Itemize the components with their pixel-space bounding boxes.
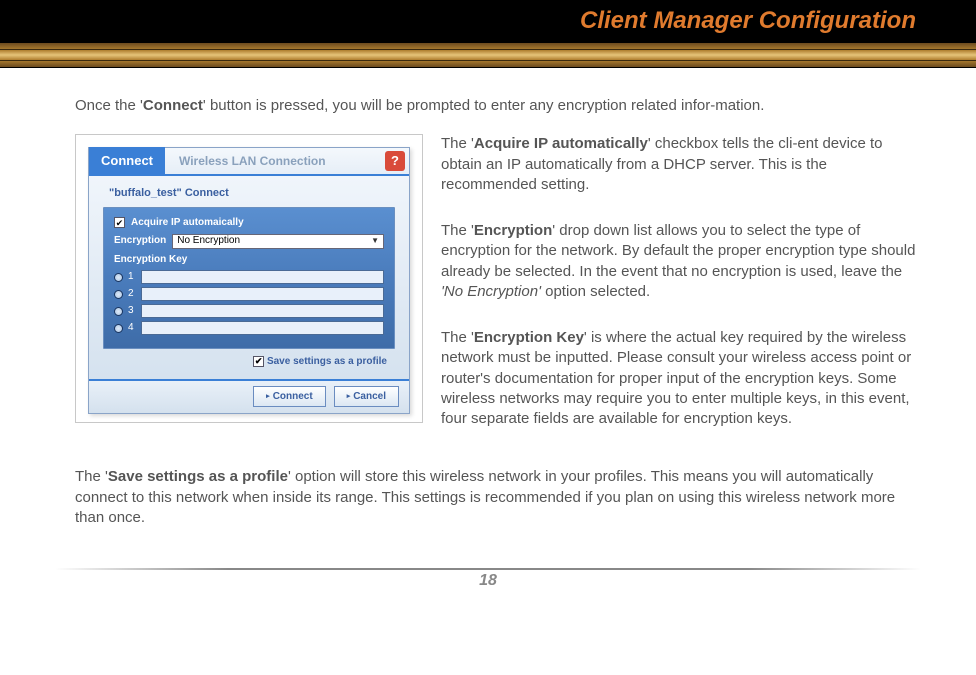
save-profile-checkbox[interactable]: ✔ — [253, 356, 264, 367]
connect-window: Connect Wireless LAN Connection ? "buffa… — [88, 147, 410, 414]
connect-button-label: Connect — [273, 390, 313, 404]
help-button[interactable]: ? — [385, 151, 405, 171]
save-profile-row: ✔ Save settings as a profile — [103, 349, 395, 371]
text: The ' — [441, 222, 474, 239]
key-input-3[interactable] — [141, 304, 384, 318]
encryption-value: No Encryption — [177, 234, 240, 248]
tab-connect[interactable]: Connect — [89, 147, 165, 175]
save-profile-paragraph: The 'Save settings as a profile' option … — [75, 467, 921, 528]
save-profile-label: Save settings as a profile — [267, 356, 387, 367]
text-italic: 'No Encryption' — [441, 283, 541, 300]
window-subtitle: "buffalo_test" Connect — [103, 186, 395, 201]
header-title: Client Manager Configuration — [580, 7, 916, 35]
tab-label: Wireless LAN Connection — [179, 153, 326, 169]
footer-rule — [55, 568, 921, 570]
float-section: Connect Wireless LAN Connection ? "buffa… — [75, 134, 921, 447]
key-row-4: 4 — [114, 321, 384, 335]
text: option selected. — [541, 283, 650, 300]
acquire-ip-row: ✔ Acquire IP automaically — [114, 216, 384, 230]
text-bold: Encryption Key — [474, 329, 584, 346]
key-row-2: 2 — [114, 287, 384, 301]
decorative-band — [0, 42, 976, 68]
encryption-key-label: Encryption Key — [114, 253, 187, 267]
text: The ' — [75, 468, 108, 485]
key-num-3: 3 — [128, 304, 136, 318]
key-row-1: 1 — [114, 270, 384, 284]
key-radio-4[interactable] — [114, 324, 123, 333]
dot-icon: ▸ — [266, 392, 270, 401]
text: Once the ' — [75, 97, 143, 114]
connect-word: Connect — [143, 97, 203, 114]
cancel-button[interactable]: ▸Cancel — [334, 386, 399, 408]
connect-button[interactable]: ▸Connect — [253, 386, 326, 408]
key-input-1[interactable] — [141, 270, 384, 284]
key-radio-1[interactable] — [114, 273, 123, 282]
text: The ' — [441, 329, 474, 346]
acquire-ip-label: Acquire IP automaically — [131, 216, 244, 230]
window-body: "buffalo_test" Connect ✔ Acquire IP auto… — [89, 176, 409, 378]
intro-paragraph: Once the 'Connect' button is pressed, yo… — [75, 96, 921, 116]
text-bold: Save settings as a profile — [108, 468, 288, 485]
key-input-2[interactable] — [141, 287, 384, 301]
page-header: Client Manager Configuration — [0, 0, 976, 42]
cancel-button-label: Cancel — [353, 390, 386, 404]
settings-panel: ✔ Acquire IP automaically Encryption No … — [103, 207, 395, 349]
content-area: Once the 'Connect' button is pressed, yo… — [0, 68, 976, 556]
dialog-screenshot: Connect Wireless LAN Connection ? "buffa… — [75, 134, 423, 423]
key-input-4[interactable] — [141, 321, 384, 335]
button-row: ▸Connect ▸Cancel — [89, 379, 409, 414]
key-num-1: 1 — [128, 270, 136, 284]
text-bold: Encryption — [474, 222, 552, 239]
text: The ' — [441, 135, 474, 152]
dot-icon: ▸ — [347, 392, 351, 401]
encryption-row: Encryption No Encryption ▼ — [114, 234, 384, 249]
text-bold: Acquire IP automatically — [474, 135, 648, 152]
key-radio-2[interactable] — [114, 290, 123, 299]
encryption-key-row: Encryption Key — [114, 253, 384, 267]
acquire-ip-checkbox[interactable]: ✔ — [114, 217, 125, 228]
key-radio-3[interactable] — [114, 307, 123, 316]
encryption-label: Encryption — [114, 234, 166, 248]
key-num-4: 4 — [128, 321, 136, 335]
key-num-2: 2 — [128, 287, 136, 301]
text: ' button is pressed, you will be prompte… — [203, 97, 765, 114]
encryption-select[interactable]: No Encryption ▼ — [172, 234, 384, 249]
page-number: 18 — [0, 572, 976, 590]
chevron-down-icon: ▼ — [371, 236, 379, 247]
key-row-3: 3 — [114, 304, 384, 318]
titlebar: Connect Wireless LAN Connection ? — [89, 148, 409, 174]
